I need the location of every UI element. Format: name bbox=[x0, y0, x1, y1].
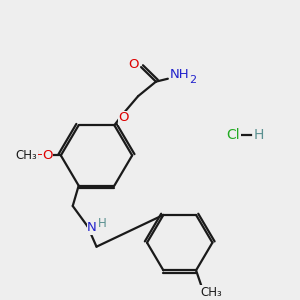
Text: OCH₃: OCH₃ bbox=[18, 149, 51, 162]
Text: H: H bbox=[253, 128, 264, 142]
Text: H: H bbox=[98, 217, 106, 230]
Text: CH₃: CH₃ bbox=[16, 149, 38, 162]
Text: NH: NH bbox=[170, 68, 190, 81]
Text: Cl: Cl bbox=[226, 128, 240, 142]
Text: 2: 2 bbox=[189, 75, 196, 85]
Text: N: N bbox=[87, 221, 97, 234]
Text: O: O bbox=[118, 112, 129, 124]
Text: O: O bbox=[42, 149, 53, 162]
Text: CH₃: CH₃ bbox=[200, 286, 222, 298]
Text: O: O bbox=[128, 58, 139, 71]
